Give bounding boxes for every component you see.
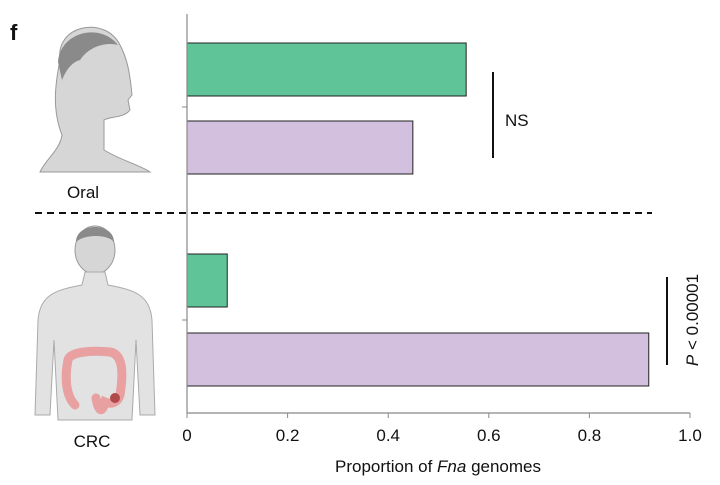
x-tick-label: 0 — [182, 426, 191, 445]
bar-oral-1 — [186, 42, 467, 97]
x-tick-label: 0.4 — [376, 426, 400, 445]
group-label-oral: Oral — [67, 183, 99, 202]
significance-label-oral: NS — [505, 111, 529, 130]
panel-label: f — [10, 20, 18, 45]
x-tick-label: 1.0 — [678, 426, 702, 445]
x-tick-label: 0.6 — [477, 426, 501, 445]
x-tick-label: 0.8 — [578, 426, 602, 445]
x-tick-label: 0.2 — [276, 426, 300, 445]
bar-oral-2 — [186, 120, 414, 175]
bar-crc-1 — [186, 253, 228, 308]
x-axis-label: Proportion of Fna genomes — [335, 457, 541, 476]
body-illustration-icon — [34, 225, 156, 421]
group-label-crc: CRC — [74, 432, 111, 451]
head-illustration-icon — [39, 26, 152, 173]
significance-label-crc: P < 0.00001 — [683, 274, 702, 366]
bar-crc-2 — [186, 332, 650, 387]
